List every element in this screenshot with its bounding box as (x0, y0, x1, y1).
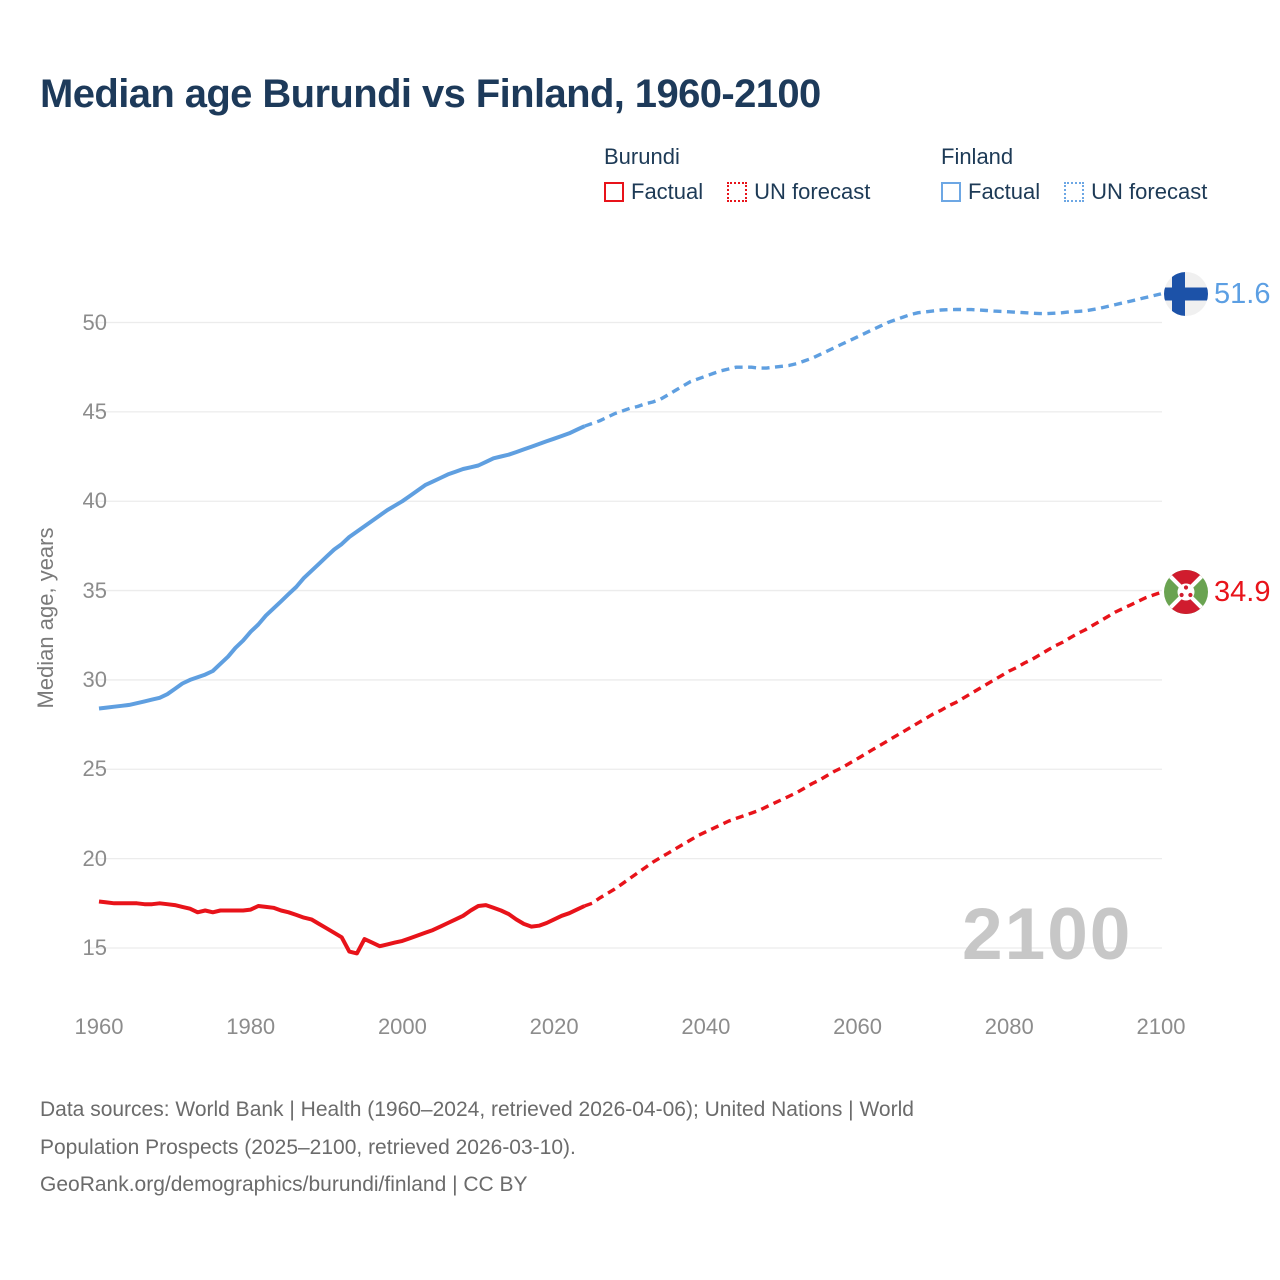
x-tick-1980: 1980 (226, 1014, 276, 1039)
burundi-end-value-label: 34.9 (1214, 576, 1271, 608)
legend-burundi-title: Burundi (604, 144, 680, 169)
legend-group-burundi: Burundi Factual UN forecast (604, 144, 894, 205)
footer-line-3: GeoRank.org/demographics/burundi/finland… (40, 1173, 528, 1196)
y-tick-45: 45 (82, 398, 107, 424)
x-tick-2040: 2040 (681, 1014, 731, 1039)
page-title: Median age Burundi vs Finland, 1960-2100 (40, 72, 821, 116)
legend-finland-forecast-label: UN forecast (1091, 179, 1208, 204)
y-axis-title: Median age, years (33, 527, 58, 709)
finland-end-value-label: 51.6 (1214, 278, 1271, 310)
legend-burundi-factual-label: Factual (631, 179, 704, 204)
legend-burundi-forecast-label: UN forecast (754, 179, 871, 204)
x-tick-2060: 2060 (833, 1014, 883, 1039)
legend-burundi-row: Factual UN forecast (604, 179, 894, 205)
legend-finland-factual-label: Factual (968, 179, 1041, 204)
footer-line-1: Data sources: World Bank | Health (1960–… (40, 1098, 914, 1121)
x-tick-2100: 2100 (1136, 1014, 1186, 1039)
legend-group-finland: Finland Factual UN forecast (941, 144, 1231, 205)
burundi-flag-icon (1164, 570, 1208, 614)
burundi-forecast-swatch-icon (727, 182, 748, 202)
series-burundi-un-forecast (583, 590, 1162, 908)
y-tick-30: 30 (82, 666, 107, 692)
legend-finland-title: Finland (941, 144, 1014, 169)
finland-flag-icon (1164, 272, 1208, 316)
y-tick-25: 25 (82, 756, 107, 782)
y-tick-40: 40 (82, 488, 107, 514)
x-tick-1960: 1960 (74, 1014, 124, 1039)
footer-line-2: Population Prospects (2025–2100, retriev… (40, 1135, 576, 1159)
x-tick-2020: 2020 (529, 1014, 579, 1039)
y-tick-15: 15 (82, 935, 107, 960)
footer-attribution: Data sources: World Bank | Health (1960–… (40, 1091, 914, 1204)
y-tick-50: 50 (82, 309, 107, 335)
finland-forecast-swatch-icon (1064, 182, 1085, 202)
burundi-factual-swatch-icon (604, 182, 624, 202)
watermark-2100: 2100 (962, 894, 1133, 975)
y-tick-35: 35 (82, 577, 107, 603)
x-tick-2000: 2000 (377, 1014, 427, 1039)
finland-factual-swatch-icon (941, 182, 961, 202)
series-finland-un-forecast (583, 292, 1162, 428)
legend-finland-row: Factual UN forecast (941, 179, 1231, 205)
series-finland-factual (98, 424, 586, 711)
x-tick-2080: 2080 (984, 1014, 1034, 1039)
series-burundi-factual (98, 899, 586, 956)
y-tick-20: 20 (82, 845, 107, 871)
